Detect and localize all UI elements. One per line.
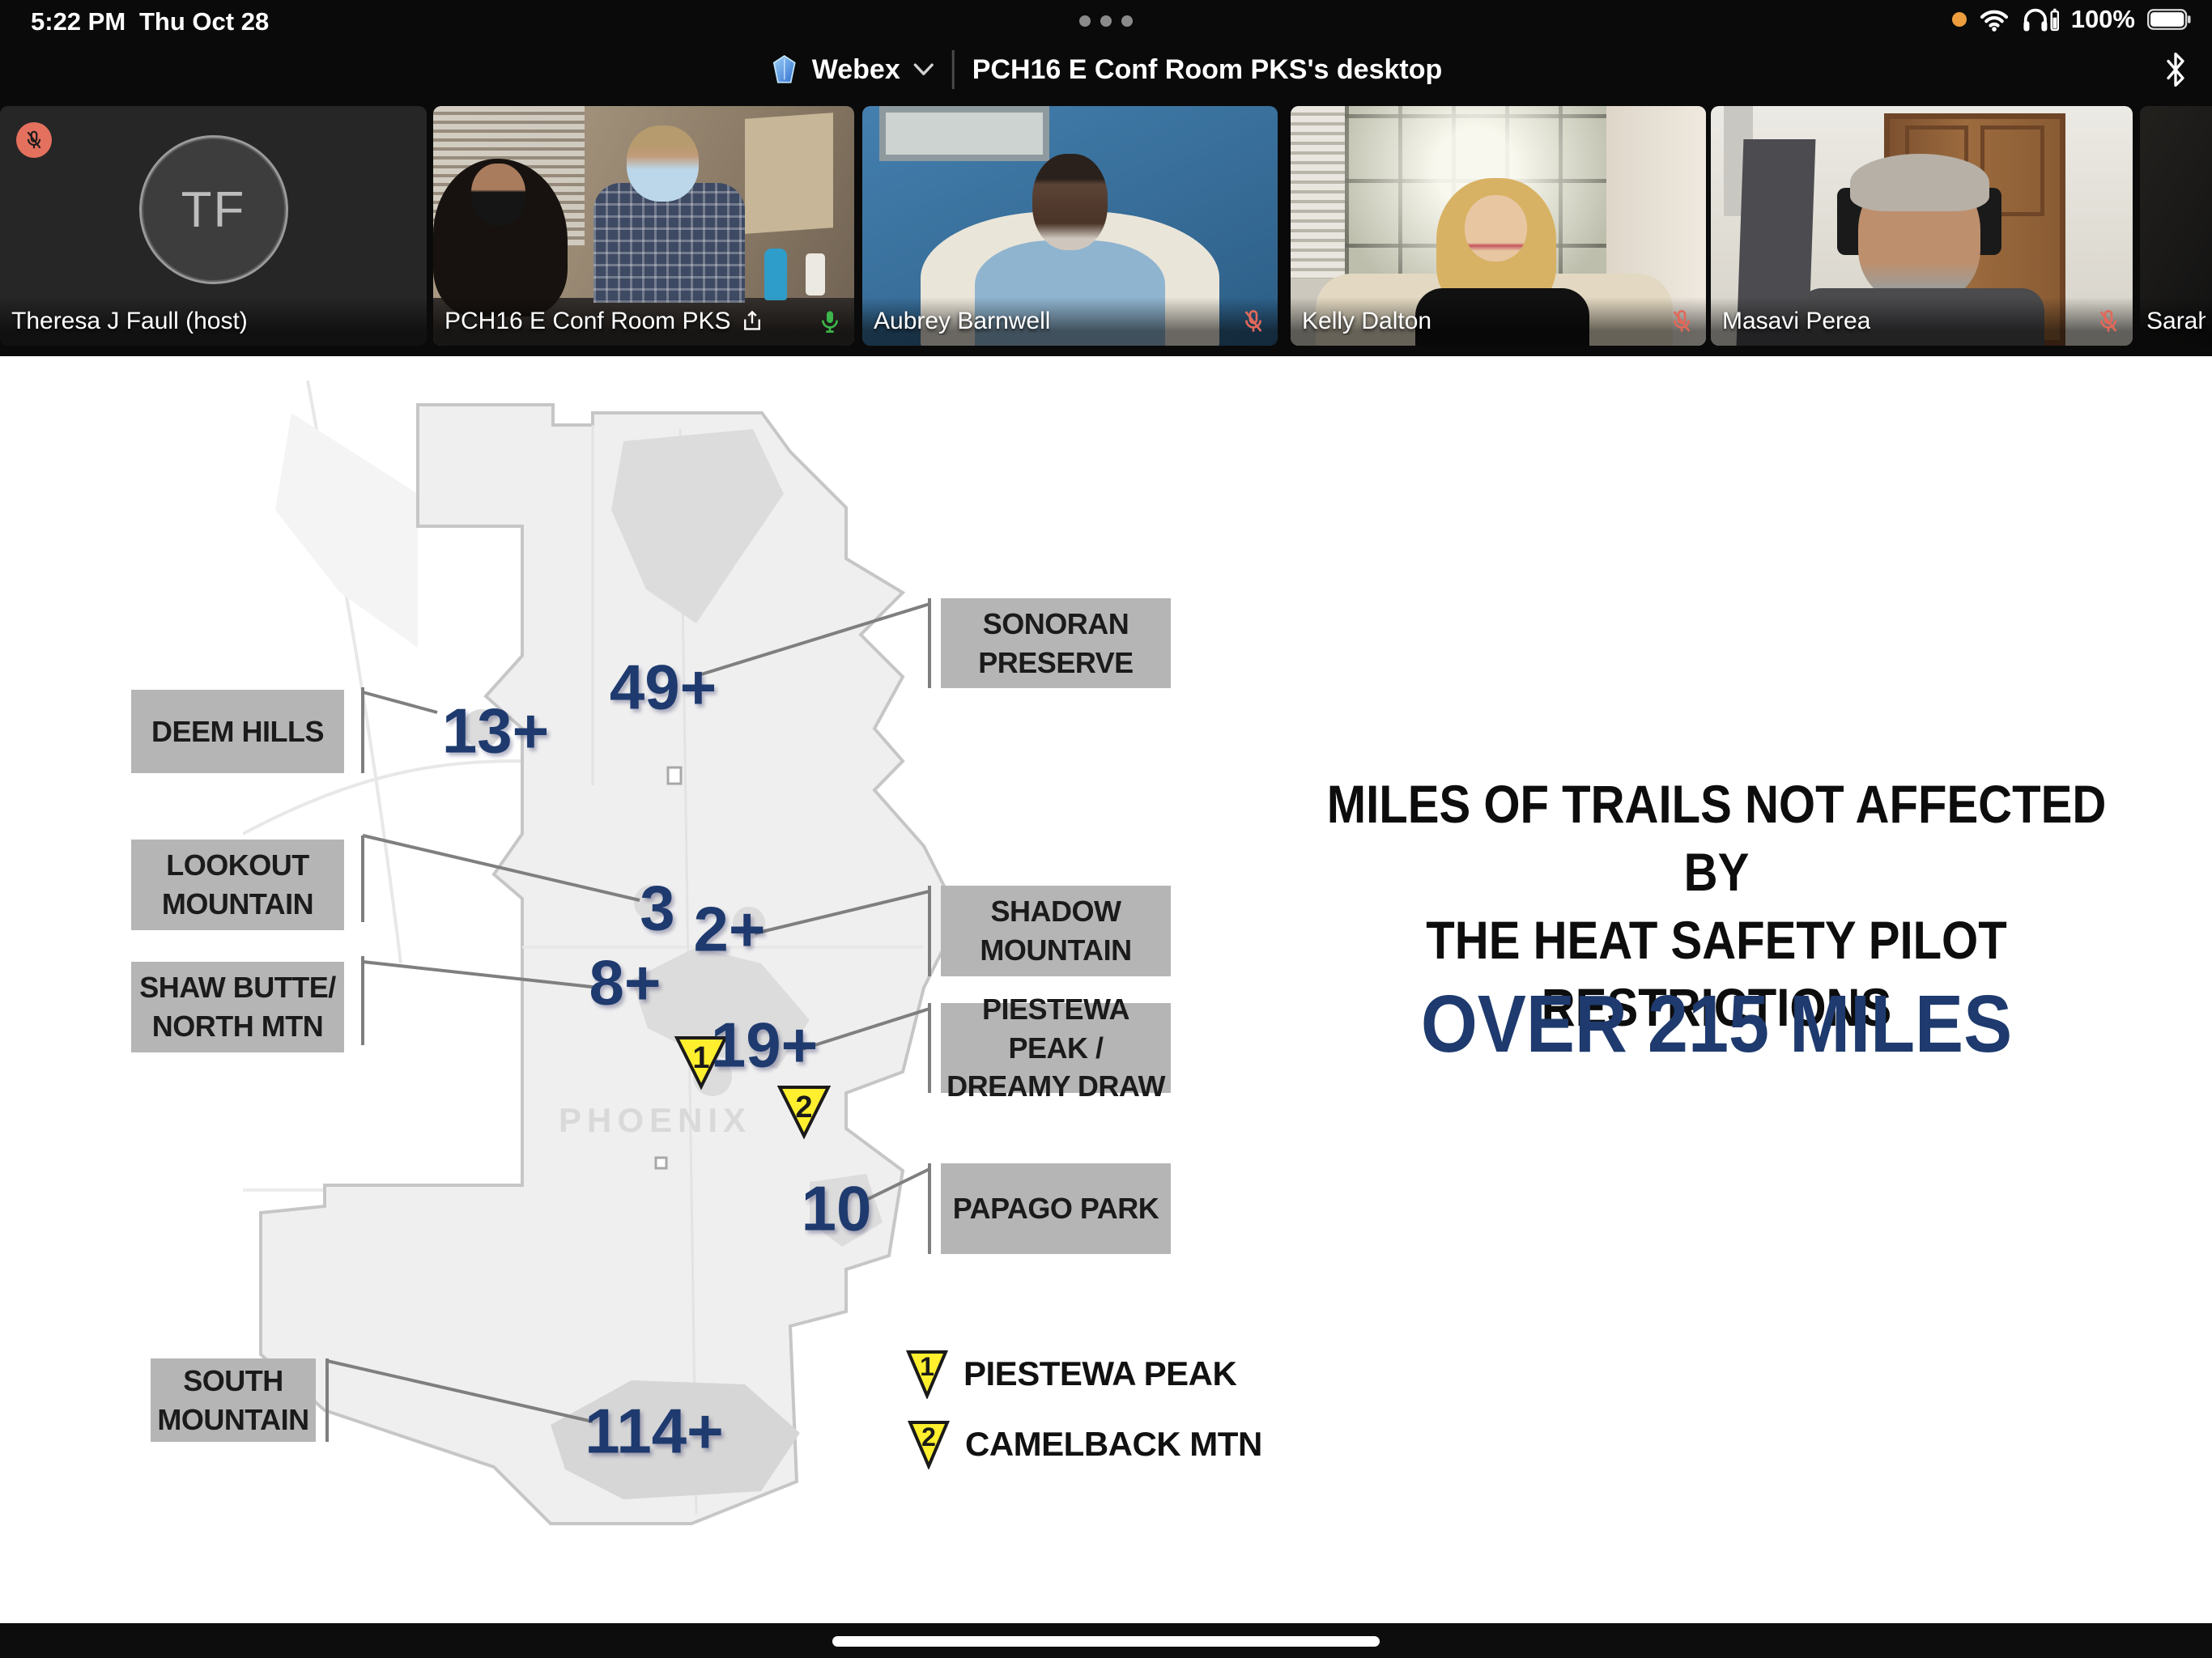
- participant-name: Kelly Dalton: [1302, 308, 1432, 334]
- mic-muted-icon: [2099, 310, 2117, 332]
- leader-lines: 1 2: [325, 598, 931, 1442]
- status-bar: 5:22 PM Thu Oct 28 100%: [0, 0, 2212, 39]
- video-art-cap: [1849, 154, 1989, 212]
- participant-name: Aubrey Barnwell: [874, 308, 1051, 334]
- svg-text:2: 2: [921, 1422, 936, 1452]
- marker-shadow: 2+: [693, 893, 766, 965]
- marker-papago: 10: [801, 1172, 872, 1244]
- recording-dot-icon: [1951, 12, 1967, 27]
- marker-deem-hills: 13+: [441, 695, 550, 767]
- app-name[interactable]: Webex: [811, 53, 900, 85]
- map-label-deem-hills: DEEM HILLS: [131, 690, 344, 773]
- participant-tile-sarah[interactable]: Sarah: [2140, 106, 2212, 346]
- name-row: Kelly Dalton: [1291, 297, 1706, 346]
- shared-slide: PHOENIX 1 2 DEEM HILLS: [0, 356, 2212, 1623]
- meeting-title-bar: Webex PCH16 E Conf Room PKS's desktop: [0, 39, 2212, 100]
- participant-tile-kelly[interactable]: Kelly Dalton: [1291, 106, 1706, 346]
- headphones-battery-icon: [2023, 8, 2059, 32]
- avatar-initials: TF: [181, 181, 246, 238]
- video-art-sanitizer: [805, 253, 825, 295]
- webex-shield-icon: [772, 55, 796, 83]
- warning-triangle-1: 1: [674, 1036, 729, 1090]
- map-label-shadow-mountain: SHADOW MOUNTAIN: [941, 886, 1171, 976]
- legend-item-camelback: 2 CAMELBACK MTN: [907, 1419, 1262, 1469]
- video-art-head: [1032, 154, 1108, 250]
- participant-tile-conf-room[interactable]: PCH16 E Conf Room PKS: [433, 106, 854, 346]
- marker-shaw-butte: 8+: [589, 946, 661, 1018]
- svg-text:1: 1: [692, 1041, 709, 1075]
- video-art-person2-head: [627, 125, 699, 202]
- battery-percent: 100%: [2070, 5, 2135, 33]
- name-row: Theresa J Faull (host): [0, 297, 427, 346]
- svg-text:2: 2: [795, 1090, 812, 1124]
- map-label-south-mountain: SOUTH MOUNTAIN: [151, 1358, 316, 1442]
- video-art-panel: [744, 113, 833, 234]
- dot: [1121, 15, 1133, 27]
- legend-label: CAMELBACK MTN: [965, 1425, 1262, 1463]
- clock: 5:22 PM: [31, 7, 126, 36]
- slide-headline: MILES OF TRAILS NOT AFFECTED BY THE HEAT…: [1317, 771, 2116, 1042]
- video-art-bottle: [764, 248, 787, 300]
- map-label-sonoran-preserve: SONORAN PRESERVE: [941, 598, 1171, 688]
- participant-tile-aubrey[interactable]: Aubrey Barnwell: [862, 106, 1278, 346]
- video-art-person1-face: [470, 164, 526, 226]
- mic-muted-badge-icon: [16, 122, 52, 158]
- warning-triangle-legend-2: 2: [907, 1421, 951, 1469]
- status-icons: 100%: [1951, 5, 2191, 34]
- participant-name: Theresa J Faull (host): [11, 308, 248, 334]
- bottom-bar: [0, 1623, 2212, 1658]
- avatar: TF: [138, 135, 288, 284]
- participant-name: Sarah: [2146, 308, 2206, 334]
- warning-triangle-2: 2: [776, 1086, 832, 1140]
- mic-active-icon: [822, 311, 838, 333]
- headline-line2: THE HEAT SAFETY PILOT RESTRICTIONS: [1426, 909, 2007, 1038]
- warning-triangle-legend-1: 1: [905, 1350, 949, 1399]
- legend-item-piestewa: 1 PIESTEWA PEAK: [905, 1349, 1237, 1399]
- video-art-blinds: [1291, 106, 1345, 279]
- name-row: PCH16 E Conf Room PKS: [433, 297, 854, 346]
- marker-piestewa: 19+: [710, 1009, 819, 1081]
- headline-line1: MILES OF TRAILS NOT AFFECTED BY: [1326, 774, 2107, 902]
- map-label-shaw-butte: SHAW BUTTE/ NORTH MTN: [131, 962, 344, 1052]
- participant-name: PCH16 E Conf Room PKS: [445, 308, 731, 334]
- more-dots-icon[interactable]: [1079, 15, 1133, 27]
- participant-name: Masavi Perea: [1722, 308, 1871, 334]
- map-watermark: PHOENIX: [559, 1101, 752, 1139]
- wifi-icon: [1980, 10, 2008, 32]
- dot: [1100, 15, 1112, 27]
- name-row: Sarah: [2140, 297, 2212, 346]
- home-indicator[interactable]: [832, 1636, 1380, 1647]
- slide-stat: OVER 215 MILES: [1420, 979, 2013, 1069]
- name-row: Aubrey Barnwell: [862, 297, 1278, 346]
- mic-muted-icon: [1673, 310, 1691, 332]
- bluetooth-icon: [2167, 53, 2184, 87]
- phoenix-map: [243, 380, 962, 1525]
- video-art-picture-frame: [878, 106, 1049, 162]
- dot: [1079, 15, 1091, 27]
- share-screen-icon: [744, 310, 761, 330]
- marker-sonoran: 49+: [609, 651, 717, 723]
- svg-text:1: 1: [920, 1352, 934, 1381]
- marker-south-mountain: 114+: [585, 1395, 724, 1467]
- marker-lookout: 3: [640, 872, 675, 944]
- video-art-person2-torso: [593, 182, 745, 303]
- name-row: Masavi Perea: [1711, 297, 2133, 346]
- video-art-face: [1465, 194, 1528, 262]
- legend-label: PIESTEWA PEAK: [963, 1354, 1237, 1392]
- mic-muted-icon: [1244, 310, 1262, 332]
- map-label-papago-park: PAPAGO PARK: [941, 1163, 1171, 1254]
- participant-tile-theresa[interactable]: TF Theresa J Faull (host): [0, 106, 427, 346]
- map-label-lookout-mountain: LOOKOUT MOUNTAIN: [131, 840, 344, 930]
- map-label-piestewa-peak: PIESTEWA PEAK / DREAMY DRAW: [941, 993, 1171, 1103]
- shared-screen-title: PCH16 E Conf Room PKS's desktop: [972, 53, 1443, 85]
- battery-icon: [2147, 9, 2191, 30]
- participant-tile-masavi[interactable]: Masavi Perea: [1711, 106, 2133, 346]
- divider: [951, 50, 955, 89]
- chevron-down-icon[interactable]: [913, 62, 934, 77]
- date: Thu Oct 28: [139, 7, 270, 36]
